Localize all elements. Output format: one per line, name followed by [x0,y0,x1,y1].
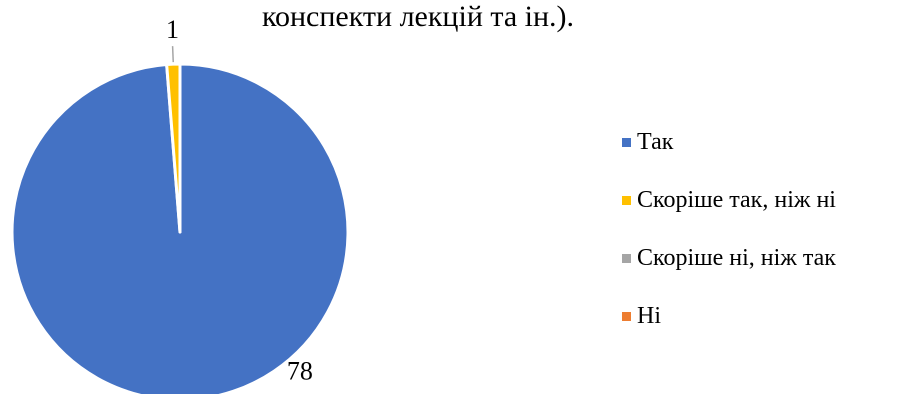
chart-title: конспекти лекцій та ін.). [262,0,574,33]
legend-item-3: Ні [622,302,836,330]
legend-item-2: Скоріше ні, ніж так [622,244,836,272]
legend-swatch-2 [622,253,631,263]
legend-label-0: Так [637,129,674,155]
legend-swatch-3 [622,311,631,321]
data-label-0: 78 [287,357,313,386]
legend-label-2: Скоріше ні, ніж так [637,245,836,271]
legend-item-0: Так [622,128,836,156]
legend-swatch-1 [622,195,631,205]
legend-swatch-0 [622,137,631,147]
data-label-1: 1 [166,15,179,44]
chart-legend: Так Скоріше так, ніж ні Скоріше ні, ніж та… [622,128,836,360]
pie-slice-0 [10,62,350,394]
pie-slice-1 [165,62,182,234]
leader-line-1 [171,46,174,63]
legend-item-1: Скоріше так, ніж ні [622,186,836,214]
legend-label-3: Ні [637,303,661,329]
legend-label-1: Скоріше так, ніж ні [637,187,836,213]
